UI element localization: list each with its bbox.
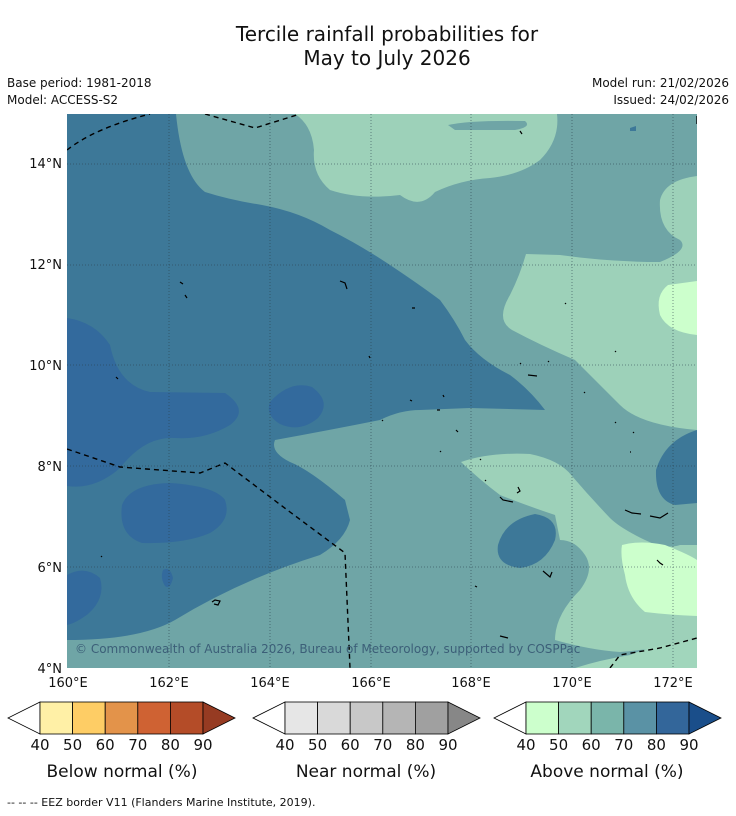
lon-label: 164°E	[250, 676, 290, 691]
lon-labels: 160°E 162°E 164°E 166°E 168°E 170°E 172°…	[48, 676, 693, 691]
colorbar-segment	[558, 701, 592, 735]
colorbar-tick-label: 80	[406, 736, 425, 754]
colorbar-low-arrow	[493, 701, 527, 735]
eez-border	[204, 114, 301, 129]
colorbar-tick-label: 80	[647, 736, 666, 754]
eez-footnote: -- -- -- EEZ border V11 (Flanders Marine…	[7, 796, 316, 809]
contour-80-90	[67, 570, 102, 625]
lat-label: 12°N	[29, 258, 62, 273]
colorbar-tick-label: 40	[30, 736, 49, 754]
colorbar-legends: 40 50 60 70 80 90 Below normal (%) 40 50 60 70 80 90…	[7, 701, 722, 782]
colorbar-tick-label: 80	[161, 736, 180, 754]
probability-contours	[67, 114, 697, 668]
contour-80-90	[268, 385, 324, 428]
colorbar-segment	[39, 701, 73, 735]
islands	[100, 130, 669, 639]
colorbar-segment	[137, 701, 171, 735]
contour-40-50	[658, 281, 697, 335]
colorbar-tick-label: 40	[275, 736, 294, 754]
colorbar-tick-label: 90	[193, 736, 212, 754]
colorbar-segment	[656, 701, 690, 735]
lon-label: 170°E	[552, 676, 592, 691]
eez-border	[67, 114, 151, 151]
map-credit: © Commonwealth of Australia 2026, Bureau…	[75, 642, 580, 656]
graticule	[67, 114, 697, 668]
colorbar-segment	[317, 701, 351, 735]
colorbar-segment	[623, 701, 657, 735]
lat-label: 10°N	[29, 359, 62, 374]
chart-title: Tercile rainfall probabilities for May t…	[0, 22, 736, 70]
colorbar-tick-label: 60	[96, 736, 115, 754]
colorbar-tick-label: 70	[614, 736, 633, 754]
eez-border	[609, 637, 697, 668]
contour-50-60	[575, 640, 697, 668]
colorbar-label: Near normal (%)	[296, 762, 436, 782]
issued-date: Issued: 24/02/2026	[613, 93, 729, 107]
colorbar-legend: 40 50 60 70 80 90 Below normal (%)	[7, 701, 236, 782]
contour-80-90	[121, 483, 227, 544]
lon-label: 162°E	[149, 676, 189, 691]
colorbar-tick-label: 70	[373, 736, 392, 754]
lon-label: 166°E	[351, 676, 391, 691]
colorbar-tick-label: 60	[341, 736, 360, 754]
title-line-2: May to July 2026	[303, 46, 471, 70]
contour-80-90	[161, 569, 173, 587]
colorbar-segment	[382, 701, 416, 735]
colorbar-segment	[414, 701, 449, 735]
colorbar-segment	[72, 701, 106, 735]
contour-70-80	[655, 430, 697, 505]
colorbar-segment	[590, 701, 625, 735]
contour-70-80	[630, 126, 636, 131]
colorbar-tick-label: 50	[549, 736, 568, 754]
colorbar-segment	[284, 701, 318, 735]
colorbar-tick-label: 90	[679, 736, 698, 754]
contour-70-80	[497, 514, 556, 568]
colorbar-tick-label: 50	[308, 736, 327, 754]
meta-right: Model run: 21/02/2026 Issued: 24/02/2026	[592, 75, 729, 109]
colorbar-tick-label: 40	[516, 736, 535, 754]
lat-label: 14°N	[29, 157, 62, 172]
colorbar-low-arrow	[7, 701, 41, 735]
model-name: Model: ACCESS-S2	[7, 93, 119, 107]
contour-80-90	[67, 318, 239, 487]
contour-40-50	[621, 542, 697, 616]
meta-left: Base period: 1981-2018 Model: ACCESS-S2	[7, 75, 152, 109]
eez-border	[67, 448, 351, 668]
colorbar-high-arrow	[202, 701, 236, 735]
lat-label: 8°N	[38, 460, 63, 475]
model-run: Model run: 21/02/2026	[591, 76, 729, 90]
contour-50-60	[502, 176, 697, 430]
colorbar-label: Above normal (%)	[530, 762, 683, 782]
contour-50-60	[295, 114, 558, 202]
colorbar-tick-label: 90	[438, 736, 457, 754]
contour-60-70	[448, 120, 528, 130]
colorbar-segment	[104, 701, 139, 735]
colorbar-segment	[169, 701, 204, 735]
lat-label: 4°N	[38, 662, 63, 677]
colorbar-legend: 40 50 60 70 80 90 Above normal (%)	[493, 701, 722, 782]
colorbar-segment	[525, 701, 559, 735]
lat-labels: 14°N 12°N 10°N 8°N 6°N 4°N	[29, 157, 62, 677]
colorbar-high-arrow	[447, 701, 481, 735]
base-period: Base period: 1981-2018	[7, 76, 152, 90]
colorbar-tick-label: 50	[63, 736, 82, 754]
lat-label: 6°N	[38, 561, 63, 576]
colorbar-high-arrow	[688, 701, 722, 735]
colorbar-segment	[349, 701, 384, 735]
title-line-1: Tercile rainfall probabilities for	[235, 22, 539, 46]
lon-label: 168°E	[451, 676, 491, 691]
colorbar-label: Below normal (%)	[47, 762, 198, 782]
lon-label: 172°E	[653, 676, 693, 691]
colorbar-tick-label: 60	[582, 736, 601, 754]
colorbar-low-arrow	[252, 701, 286, 735]
colorbar-tick-label: 70	[128, 736, 147, 754]
lon-label: 160°E	[48, 676, 88, 691]
